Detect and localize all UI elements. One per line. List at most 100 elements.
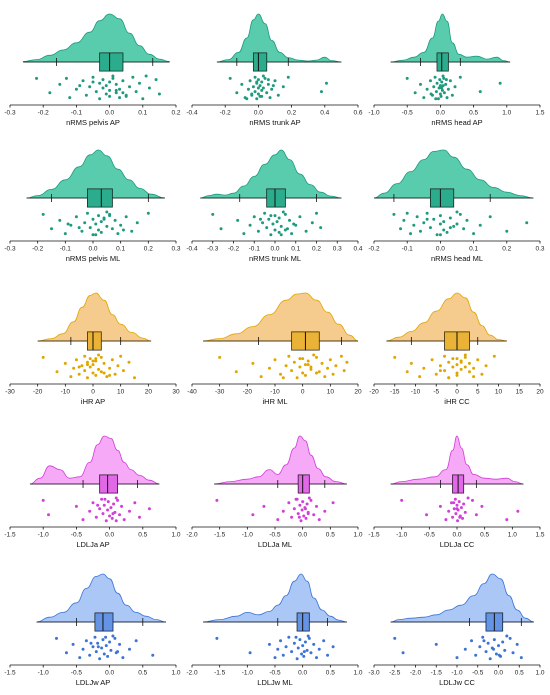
data-point (326, 653, 330, 657)
data-point (320, 361, 324, 365)
x-axis-title: nRMS trunk AP (249, 118, 300, 127)
data-point (276, 518, 280, 522)
data-point (97, 228, 101, 232)
x-tick-label: 0.5 (326, 670, 335, 677)
data-point (84, 639, 88, 643)
data-point (91, 359, 95, 363)
panel-nrms-pelvis-ml: -0.3 -0.2 -0.1 0.0 0.1 0.2 0.3 nRMS pelvis ML (4, 149, 181, 263)
x-tick-label: -0.2 (220, 110, 232, 117)
data-point (271, 84, 275, 88)
x-tick-label: -0.5 (402, 110, 414, 117)
x-axis-title: iHR CC (444, 397, 470, 406)
data-point (465, 218, 469, 222)
data-point (290, 515, 294, 519)
data-point (251, 513, 255, 517)
x-tick-label: 0.2 (144, 246, 153, 253)
x-tick-label: -0.5 (71, 670, 83, 677)
data-point (478, 645, 482, 649)
data-point (462, 227, 466, 231)
data-point (279, 233, 283, 237)
data-point (263, 76, 267, 80)
data-point (83, 221, 87, 225)
data-point (326, 366, 330, 370)
data-point (118, 87, 122, 91)
data-point (317, 370, 321, 374)
data-point (438, 369, 442, 373)
data-point (104, 84, 108, 88)
data-point (306, 363, 310, 367)
data-point (124, 94, 128, 98)
density-curve (214, 435, 347, 485)
x-tick-label: 0.3 (171, 246, 180, 253)
x-tick-label: 0.0 (452, 532, 461, 539)
data-point (438, 214, 442, 218)
data-point (444, 518, 448, 522)
data-point (295, 376, 299, 380)
data-point (307, 496, 311, 500)
data-point (94, 222, 98, 226)
data-point (505, 518, 509, 522)
panel-ihr-ap: -30 -20 -10 0 10 20 30 iHR AP (5, 292, 180, 406)
data-point (85, 363, 89, 367)
data-point (253, 75, 257, 79)
data-point (256, 78, 260, 82)
data-point (492, 354, 496, 358)
data-point (68, 96, 72, 100)
x-axis-title: nRMS pelvis AP (66, 118, 120, 127)
data-point (83, 354, 87, 358)
data-point (488, 657, 492, 661)
data-point (93, 635, 97, 639)
data-point (393, 355, 397, 359)
x-axis-title: LDLJa ML (258, 540, 292, 549)
data-point (400, 498, 404, 502)
data-point (287, 635, 291, 639)
data-point (474, 653, 478, 657)
data-point (467, 370, 471, 374)
data-point (315, 371, 318, 375)
data-point (331, 501, 335, 505)
data-point (71, 642, 75, 646)
data-point (505, 634, 509, 638)
x-tick-label: -20 (369, 389, 379, 396)
x-tick-label: -1.0 (368, 110, 380, 117)
x-tick-label: -0.3 (4, 110, 16, 117)
density-curve (390, 573, 534, 623)
data-point (98, 657, 102, 661)
data-point (55, 370, 59, 374)
data-point (269, 233, 273, 237)
data-point (271, 222, 275, 226)
data-point (287, 501, 291, 505)
data-point (63, 361, 67, 365)
data-point (250, 92, 254, 96)
data-point (415, 215, 419, 219)
data-point (304, 516, 308, 520)
x-tick-label: -0.4 (186, 110, 198, 117)
data-point (261, 86, 265, 90)
x-tick-label: 10 (117, 389, 125, 396)
data-point (119, 354, 123, 358)
data-point (108, 88, 112, 92)
data-point (412, 223, 416, 227)
data-point (135, 221, 139, 225)
data-point (334, 364, 338, 368)
x-tick-label: 0.1 (291, 246, 300, 253)
data-point (100, 646, 104, 650)
data-point (486, 641, 490, 645)
data-point (141, 97, 145, 101)
data-point (284, 364, 288, 368)
data-point (111, 634, 115, 638)
data-point (110, 516, 114, 520)
density-curve (390, 435, 524, 485)
data-point (219, 227, 223, 231)
data-point (128, 85, 132, 89)
iqr-box-shade (87, 332, 102, 350)
x-tick-label: 0.0 (298, 670, 307, 677)
data-point (474, 513, 478, 517)
data-point (440, 88, 444, 92)
data-point (437, 86, 441, 90)
data-point (276, 93, 280, 97)
data-point (253, 90, 257, 94)
data-point (470, 498, 474, 502)
data-point (98, 81, 102, 85)
x-tick-label: 15 (516, 389, 524, 396)
